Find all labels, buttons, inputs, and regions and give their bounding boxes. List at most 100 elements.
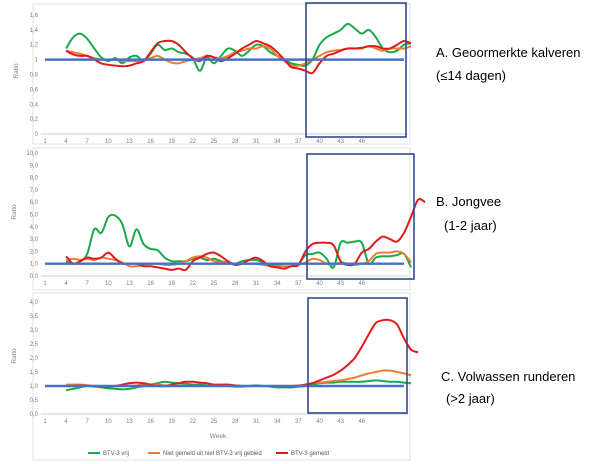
panel-c-ytick: 0,5 (30, 398, 39, 404)
panel-b-ytick: 3,0 (30, 237, 39, 243)
panel-a-series-red (65, 39, 412, 75)
legend: BTV-3 vrij Niet gemeld uit niet BTV-3 vr… (88, 451, 329, 457)
panel-a-ytick: 0 (35, 132, 39, 138)
panel-a-xtick: 4 (64, 139, 68, 145)
panel-a-ytick: 1,4 (30, 28, 39, 34)
panel-c-xtick: 31 (253, 419, 260, 425)
panel-a-xtick: 16 (147, 139, 154, 145)
panel-a-ytick: 1 (35, 58, 39, 64)
panel-c-xtick: 7 (86, 419, 90, 425)
panel-c-ytick: 4,0 (30, 300, 39, 306)
panel-a-ytick: 1,6 (30, 13, 39, 19)
panel-c-ytick: 1,5 (30, 370, 39, 376)
panel-c-label-line1: C. Volwassen runderen (441, 369, 575, 384)
panel-a-xtick: 28 (232, 139, 239, 145)
panel-c-xlabel: Week (210, 433, 227, 440)
legend-label-green: BTV-3 vrij (103, 451, 129, 457)
panel-a-label-line2: (≤14 dagen) (436, 68, 506, 83)
panel-b-ytick: 0,0 (30, 274, 39, 280)
panel-b-xtick: 25 (211, 281, 218, 287)
panel-a-xtick: 25 (211, 139, 218, 145)
panel-c-xtick: 37 (295, 419, 302, 425)
panel-b-xtick: 16 (147, 281, 154, 287)
panel-c-xtick: 16 (147, 419, 154, 425)
panel-a-plot: 0 0,2 0,4 0,6 0,8 1 1,2 1,4 1,6 1 4 7 10 13 16 19 22 25 28… (30, 2, 412, 145)
panel-c-xtick: 19 (168, 419, 175, 425)
panel-a-xtick: 19 (168, 139, 175, 145)
panel-a-ytick: 0,2 (30, 117, 39, 123)
panel-c-ytick: 2,5 (30, 342, 39, 348)
panel-b-ytick: 6,0 (30, 200, 39, 206)
panel-a-xtick: 43 (337, 139, 344, 145)
legend-label-red: BTV-3 gemeld (291, 451, 329, 457)
panel-b-xtick: 43 (337, 281, 344, 287)
panel-a-series-green (65, 22, 412, 72)
panel-b-xtick: 37 (295, 281, 302, 287)
panel-b-xtick: 22 (189, 281, 196, 287)
panel-b: 0,0 1,0 2,0 3,0 4,0 5,0 6,0 7,0 8,0 9,0 10,0 1 4 7 10 1… (11, 147, 501, 291)
panel-b-highlight-box (306, 153, 415, 280)
panel-b-xtick: 46 (358, 281, 365, 287)
legend-label-orange: Niet gemeld uit niet BTV-3 vrij gebied (163, 451, 262, 457)
panel-b-xtick: 19 (168, 281, 175, 287)
panel-c-xtick: 46 (358, 419, 365, 425)
panel-b-label-line1: B. Jongvee (436, 194, 501, 209)
panel-b-xtick: 4 (64, 281, 68, 287)
panel-c-ytick: 1,0 (30, 384, 39, 390)
panel-c-xtick: 4 (64, 419, 68, 425)
panel-b-ytick: 9,0 (30, 163, 39, 169)
panel-c-xtick: 34 (274, 419, 281, 425)
panel-b-xtick: 1 (43, 281, 47, 287)
panel-c-ylabel: Ratio (11, 348, 18, 364)
panel-b-xtick: 34 (274, 281, 281, 287)
panel-b-xtick: 7 (86, 281, 90, 287)
panel-a-ytick: 1,2 (30, 43, 39, 49)
panel-c-xtick: 28 (232, 419, 239, 425)
panel-a-xtick: 34 (274, 139, 281, 145)
panel-a-highlight-box (305, 2, 407, 138)
panel-a-xtick: 46 (358, 139, 365, 145)
panel-a-xtick: 31 (253, 139, 260, 145)
panel-a-label-line1: A. Geoormerkte kalveren (436, 45, 581, 60)
panel-b-xtick: 13 (126, 281, 133, 287)
panel-c-xtick: 22 (189, 419, 196, 425)
panel-b-ylabel: Ratio (11, 204, 18, 220)
panel-c-ytick: 3,0 (30, 328, 39, 334)
panel-b-xtick: 31 (253, 281, 260, 287)
panel-c-xtick: 40 (316, 419, 323, 425)
panel-b-ytick: 1,0 (30, 262, 39, 268)
panel-a: 0 0,2 0,4 0,6 0,8 1 1,2 1,4 1,6 1 4 7 10 13 16 19 22 25 28… (13, 2, 581, 145)
panel-a-xtick: 10 (105, 139, 112, 145)
panel-c-label-line2: (>2 jaar) (446, 391, 495, 406)
panel-c-highlight-box (307, 297, 408, 414)
panel-a-ytick: 0,4 (30, 102, 39, 108)
panel-c-xtick: 10 (105, 419, 112, 425)
panel-b-xtick: 10 (105, 281, 112, 287)
panel-b-ytick: 7,0 (30, 188, 39, 194)
panel-c-xtick: 1 (43, 419, 47, 425)
panel-b-xtick: 40 (316, 281, 323, 287)
panel-a-ylabel: Ratio (13, 63, 20, 79)
panel-a-xtick: 1 (43, 139, 47, 145)
panel-b-ytick: 10,0 (26, 151, 38, 157)
panel-a-xtick: 22 (189, 139, 196, 145)
panel-b-ytick: 2,0 (30, 249, 39, 255)
panel-c-plot: 0,0 0,5 1,0 1,5 2,0 2,5 3,0 3,5 4,0 1 4 7 10 13 16 19 22… (30, 297, 419, 425)
panel-a-xtick: 13 (126, 139, 133, 145)
panel-a-xtick: 7 (86, 139, 90, 145)
panel-b-label-line2: (1-2 jaar) (444, 218, 497, 233)
panel-a-xtick: 40 (316, 139, 323, 145)
panel-a-ytick: 0,8 (30, 73, 39, 79)
panel-b-plot: 0,0 1,0 2,0 3,0 4,0 5,0 6,0 7,0 8,0 9,0 10,0 1 4 7 10 1… (26, 151, 426, 287)
panel-b-ytick: 8,0 (30, 176, 39, 182)
panel-c-xtick: 13 (126, 419, 133, 425)
panel-c: 0,0 0,5 1,0 1,5 2,0 2,5 3,0 3,5 4,0 1 4 7 10 13 16 19 22… (11, 292, 575, 461)
panel-c-ytick: 0,0 (30, 412, 39, 418)
panel-c-xtick: 25 (211, 419, 218, 425)
panel-c-xtick: 43 (337, 419, 344, 425)
panel-c-ytick: 3,5 (30, 314, 39, 320)
panel-a-xtick: 37 (295, 139, 302, 145)
panel-c-ytick: 2,0 (30, 356, 39, 362)
panel-b-xtick: 28 (232, 281, 239, 287)
